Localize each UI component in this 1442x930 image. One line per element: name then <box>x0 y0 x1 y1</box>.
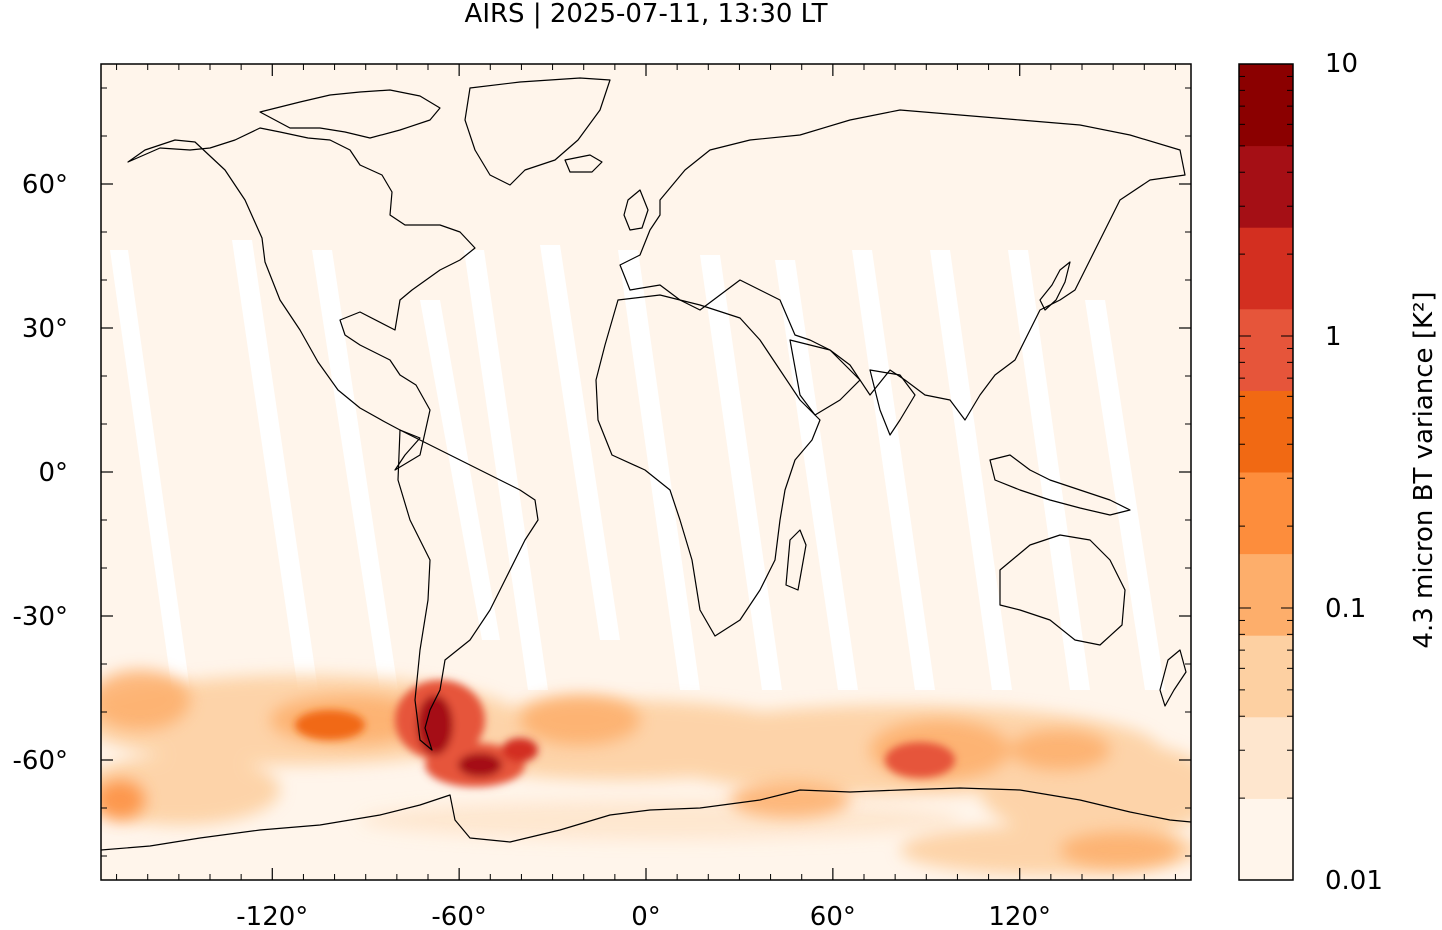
colorbar-bin-2 <box>1239 635 1293 718</box>
colorbar-ticks <box>1239 63 1293 881</box>
lat-tick-label-60: 60° <box>22 170 68 200</box>
swath-gaps <box>110 240 1165 690</box>
map-title: AIRS | 2025-07-11, 13:30 LT <box>465 0 828 29</box>
colorbar-bin-9 <box>1239 64 1293 147</box>
coastlines <box>101 77 1191 851</box>
variance-field <box>101 670 1191 875</box>
minor-ticks <box>101 64 1191 880</box>
coastline-new-zealand <box>1159 649 1187 707</box>
lat-tick-label--60: -60° <box>13 746 68 776</box>
coastline-uk <box>623 189 649 231</box>
coastline-south-america <box>397 429 539 751</box>
lon-tick-label--120: -120° <box>236 902 308 930</box>
lon-tick-label--60: -60° <box>431 902 486 930</box>
lon-tick-label-120: 120° <box>988 902 1051 930</box>
lon-tick-label-60: 60° <box>810 902 856 930</box>
coastline-madagascar <box>785 529 807 591</box>
latitude-axis: 60° 30° 0° -30° -60° <box>13 170 1191 776</box>
colorbar-label: 4.3 micron BT variance [K²] <box>1409 291 1439 648</box>
lon-tick-label-0: 0° <box>631 902 661 930</box>
coastline-antarctica <box>101 787 1191 851</box>
coastline-arctic-islands <box>259 89 441 139</box>
coastline-arabia <box>789 339 861 416</box>
coastline-greenland <box>464 77 611 186</box>
coastline-eurasia <box>619 109 1186 421</box>
colorbar-tick-0.01: 0.01 <box>1325 866 1383 896</box>
colorbar-bin-5 <box>1239 390 1293 473</box>
lat-tick-label--30: -30° <box>13 602 68 632</box>
coastline-iceland <box>564 154 603 173</box>
map-panel <box>101 64 1191 880</box>
coastline-australia <box>999 534 1126 646</box>
lat-tick-label-30: 30° <box>22 314 68 344</box>
colorbar: 10 1 0.1 0.01 4.3 micron BT variance [K²… <box>1238 49 1439 896</box>
longitude-axis: -120° -60° 0° 60° 120° <box>236 64 1051 930</box>
colorbar-bin-1 <box>1239 716 1293 799</box>
colorbar-bin-4 <box>1239 472 1293 555</box>
colorbar-bins <box>1239 64 1293 881</box>
lat-tick-label-0: 0° <box>38 458 68 488</box>
colorbar-bin-6 <box>1239 308 1293 391</box>
colorbar-tick-0.1: 0.1 <box>1325 594 1366 624</box>
colorbar-bin-7 <box>1239 227 1293 310</box>
colorbar-bin-8 <box>1239 145 1293 228</box>
coastline-southeast-asia-islands <box>989 454 1131 516</box>
coastline-north-america <box>127 127 476 471</box>
colorbar-tick-10: 10 <box>1325 49 1358 79</box>
coastline-india <box>869 369 916 436</box>
colorbar-bin-3 <box>1239 553 1293 636</box>
colorbar-frame <box>1238 63 1294 881</box>
coastline-japan <box>1039 261 1071 311</box>
colorbar-bin-0 <box>1239 798 1293 881</box>
colorbar-tick-1: 1 <box>1325 322 1342 352</box>
coastline-africa <box>595 294 821 637</box>
